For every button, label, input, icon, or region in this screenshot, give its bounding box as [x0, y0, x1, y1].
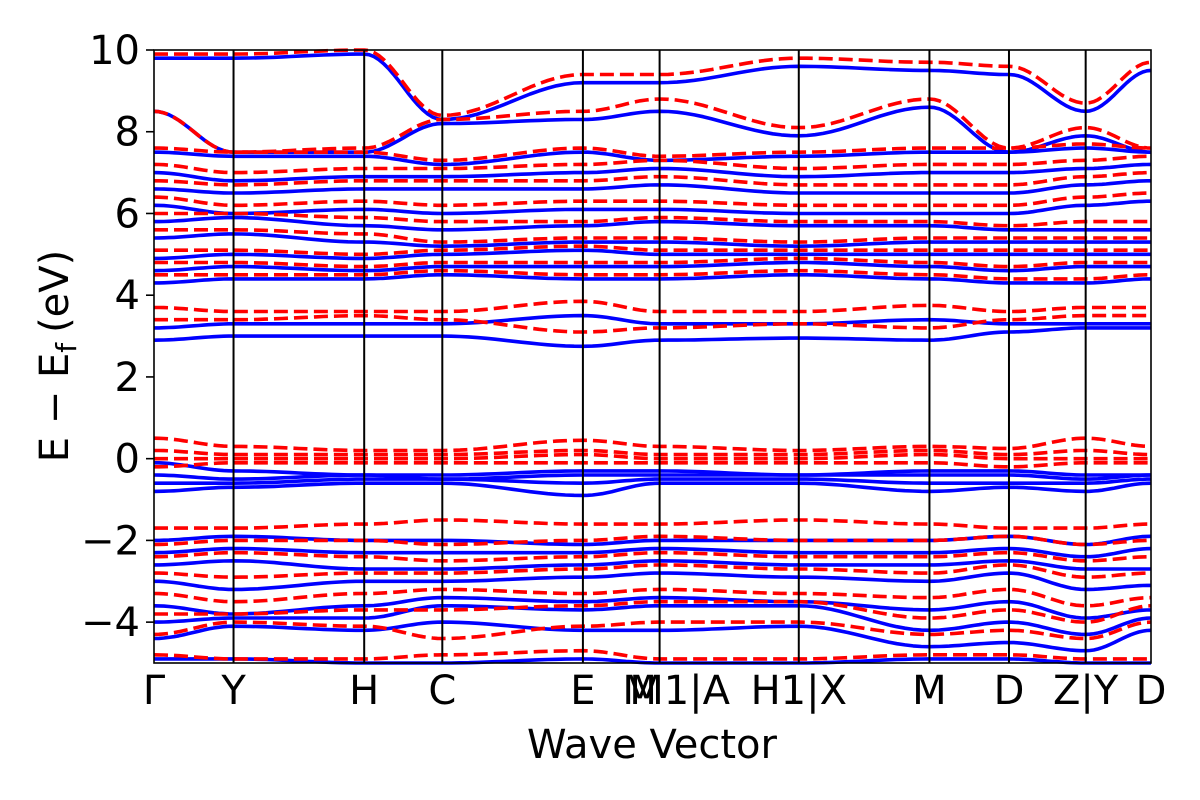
x-axis-label: Wave Vector [527, 722, 778, 768]
band-line-1-19 [153, 191, 1152, 208]
plot-frame [153, 49, 1152, 664]
band-line-1-10 [154, 448, 1152, 457]
band-line-0-11 [154, 461, 1151, 477]
x-tick-label-6: M1|A [629, 668, 730, 714]
band-line-0-24 [154, 52, 1152, 122]
x-tick-label-11: D [1136, 668, 1167, 714]
x-tick-label-0: Γ [143, 668, 166, 714]
y-tick-label-4: 4 [115, 273, 140, 319]
x-tick-label-2: H [349, 668, 379, 714]
y-tick-label-1: −2 [81, 518, 140, 564]
band-line-0-3 [153, 595, 1152, 620]
band-line-0-12 [153, 326, 1151, 349]
y-tick-label-3: 2 [115, 355, 140, 401]
y-tick-label-2: 0 [115, 437, 140, 483]
band-line-0-8 [153, 481, 1152, 498]
y-tick-label-6: 8 [115, 110, 140, 156]
y-tick-label-7: 10 [89, 28, 140, 74]
x-axis-ticks: Γ Y H C E MM1|A H1|X M D Z|Y D [143, 668, 1167, 714]
band-line-1-7 [154, 518, 1151, 530]
y-axis-label-unit: (eV) [32, 250, 78, 333]
x-tick-label-5: M [622, 668, 657, 714]
band-line-0-1 [153, 620, 1152, 653]
bands-layer [153, 48, 1152, 665]
y-axis-label: E − Ef (eV) [32, 250, 83, 463]
y-axis-label-subscript: f [50, 342, 83, 353]
x-tick-label-10: Z|Y [1053, 668, 1119, 714]
spin-down-series [153, 48, 1152, 661]
band-line-1-13 [154, 299, 1151, 314]
svg-text:E − Ef(eV): E − Ef (eV) [32, 250, 83, 463]
y-axis-label-main: E − E [32, 353, 78, 463]
x-tick-label-3: C [428, 668, 456, 714]
x-tick-label-7: H1|X [751, 668, 847, 714]
band-line-1-8 [154, 461, 1151, 469]
band-line-0-18 [154, 215, 1151, 232]
band-line-1-18 [154, 211, 1151, 228]
band-line-0-17 [153, 232, 1151, 248]
band-line-1-24 [154, 48, 1152, 118]
y-axis-ticks: −4 −2 0 2 4 6 8 10 [81, 28, 154, 646]
band-line-1-23 [153, 97, 1152, 154]
band-line-0-21 [153, 162, 1152, 183]
x-tick-label-4: E [570, 668, 595, 714]
band-line-1-11 [153, 436, 1152, 453]
y-tick-label-0: −4 [81, 600, 140, 646]
y-tick-label-5: 6 [115, 191, 140, 237]
x-tick-label-1: Y [220, 668, 246, 714]
x-tick-label-9: D [994, 668, 1025, 714]
x-tick-label-8: M [912, 668, 947, 714]
high-symmetry-lines [232, 50, 1087, 663]
